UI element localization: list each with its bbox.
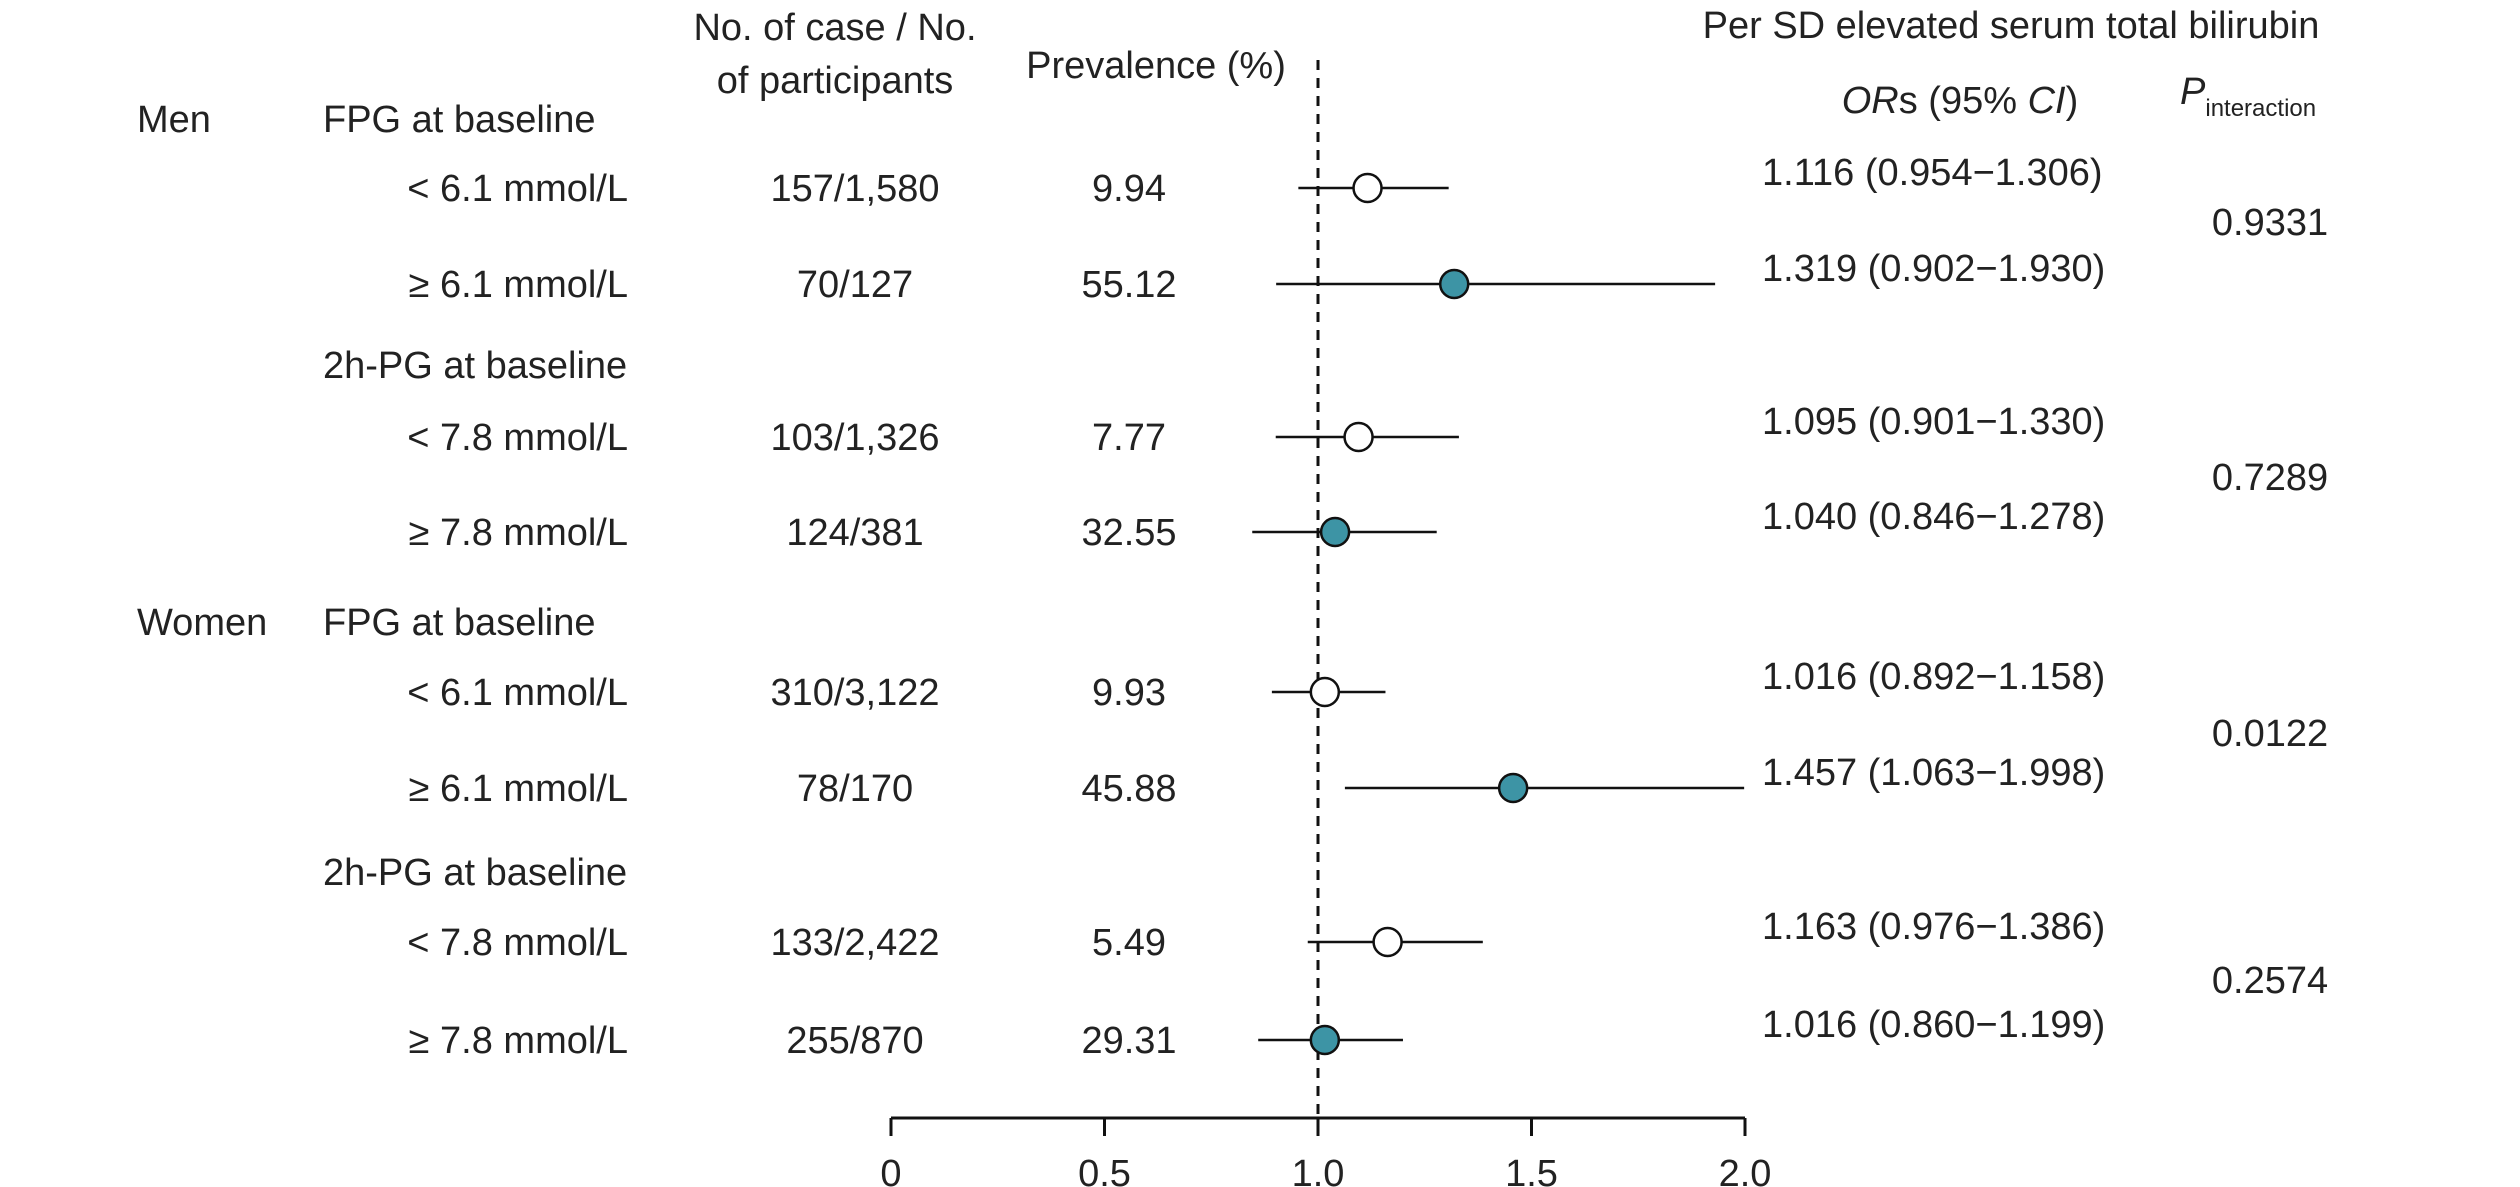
cases-header-line2: of participants [717, 60, 954, 102]
cases-value: 157/1,580 [770, 168, 939, 210]
prevalence-value: 9.94 [1092, 168, 1166, 210]
p-interaction-value: 0.2574 [2212, 960, 2328, 1002]
cases-value: 255/870 [786, 1020, 923, 1062]
x-tick-label: 0 [880, 1153, 901, 1187]
or-point-open [1343, 421, 1374, 453]
prevalence-value: 9.93 [1092, 672, 1166, 714]
or-ci-text: 1.016 (0.860−1.199) [1762, 1004, 2105, 1046]
x-tick-label: 1.0 [1292, 1153, 1345, 1187]
prevalence-value: 7.77 [1092, 417, 1166, 459]
level-label: ≥ 6.1 mmol/L [409, 768, 628, 810]
table-layer: Men FPG at baseline 0.9331 < 6.1 mmol/L 157/… [137, 99, 2328, 1062]
p-interaction-value: 0.9331 [2212, 202, 2328, 244]
or-ci-text: 1.095 (0.901−1.330) [1762, 401, 2105, 443]
cases-value: 78/170 [797, 768, 913, 810]
or-ci-text: 1.163 (0.976−1.386) [1762, 906, 2105, 948]
level-label: ≥ 7.8 mmol/L [409, 512, 628, 554]
or-ci-text: 1.457 (1.063−1.998) [1762, 752, 2105, 794]
p-interaction-value: 0.0122 [2212, 713, 2328, 755]
or-point-filled [1309, 1024, 1341, 1056]
or-point-open [1352, 172, 1383, 204]
p-interaction-value: 0.7289 [2212, 457, 2328, 499]
prevalence-header: Prevalence (%) [1026, 45, 1286, 87]
level-label: < 7.8 mmol/L [407, 417, 628, 459]
or-point-filled [1319, 516, 1351, 548]
or-point-filled [1497, 772, 1529, 804]
level-label: ≥ 6.1 mmol/L [409, 264, 628, 306]
subgroup-label: FPG at baseline [323, 602, 595, 644]
or-ci-text: 1.319 (0.902−1.930) [1762, 248, 2105, 290]
or-column-header: ORs (95% CI) [1842, 80, 2078, 122]
or-ci-text: 1.116 (0.954−1.306) [1762, 152, 2103, 194]
or-point-filled [1438, 268, 1470, 300]
x-tick-label: 2.0 [1719, 1153, 1772, 1187]
level-label: < 6.1 mmol/L [407, 168, 628, 210]
cases-value: 124/381 [786, 512, 923, 554]
cases-value: 310/3,122 [770, 672, 939, 714]
prevalence-value: 32.55 [1081, 512, 1176, 554]
cases-value: 103/1,326 [770, 417, 939, 459]
x-tick-label: 0.5 [1078, 1153, 1131, 1187]
or-point-open [1372, 926, 1403, 958]
subgroup-label: 2h-PG at baseline [323, 852, 627, 894]
cases-value: 70/127 [797, 264, 913, 306]
sex-label: Women [137, 602, 267, 644]
plot-layer: 0 0.5 1.0 1.5 2.0 [880, 60, 1771, 1187]
subgroup-label: 2h-PG at baseline [323, 345, 627, 387]
subgroup-label: FPG at baseline [323, 99, 595, 141]
cases-value: 133/2,422 [770, 922, 939, 964]
prevalence-value: 45.88 [1081, 768, 1176, 810]
effect-title: Per SD elevated serum total bilirubin [1703, 5, 2320, 47]
p-interaction-header: Pinteraction [2180, 71, 2316, 122]
prevalence-value: 5.49 [1092, 922, 1166, 964]
prevalence-value: 55.12 [1081, 264, 1176, 306]
level-label: ≥ 7.8 mmol/L [409, 1020, 628, 1062]
x-tick-label: 1.5 [1505, 1153, 1558, 1187]
sex-label: Men [137, 99, 211, 141]
column-headers: No. of case / No. of participants Preval… [693, 5, 2319, 122]
prevalence-value: 29.31 [1081, 1020, 1176, 1062]
or-point-open [1309, 676, 1341, 708]
level-label: < 7.8 mmol/L [407, 922, 628, 964]
or-ci-text: 1.040 (0.846−1.278) [1762, 496, 2105, 538]
cases-header-line1: No. of case / No. [693, 7, 976, 49]
level-label: < 6.1 mmol/L [407, 672, 628, 714]
or-ci-text: 1.016 (0.892−1.158) [1762, 656, 2105, 698]
